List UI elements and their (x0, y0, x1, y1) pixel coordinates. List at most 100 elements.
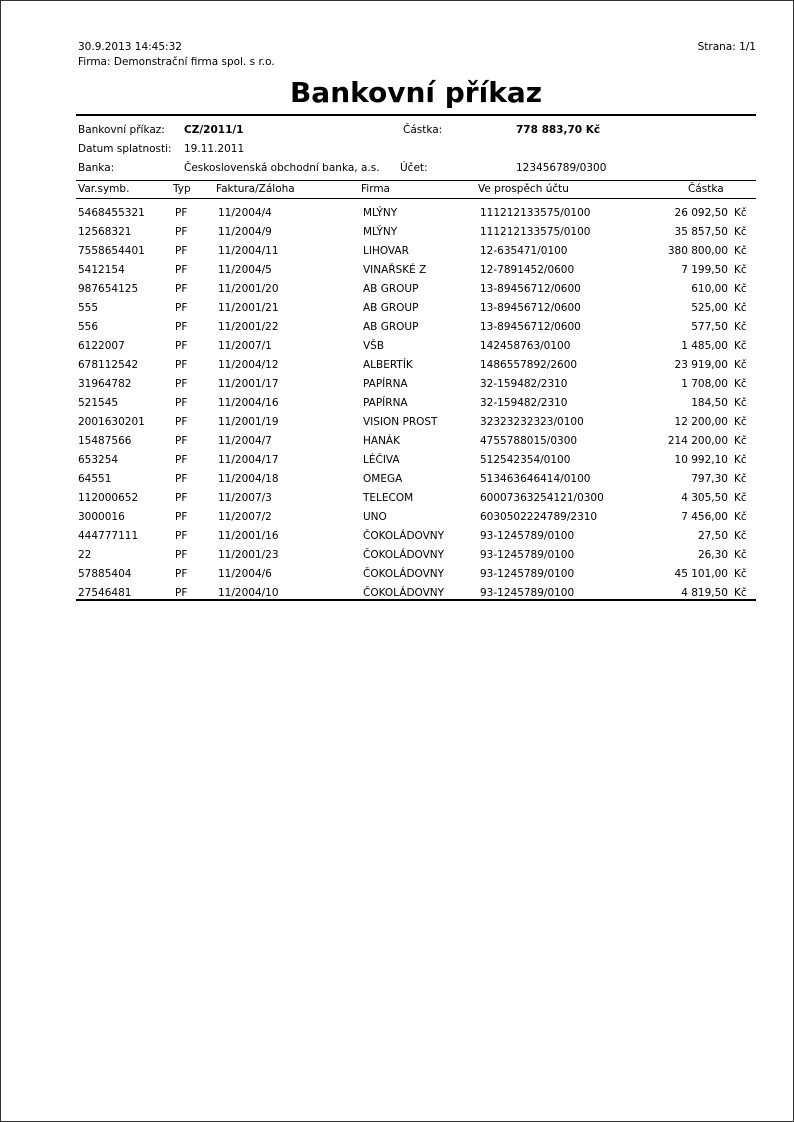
cell-invoice: 11/2004/18 (218, 472, 279, 485)
cell-var-symbol: 57885404 (78, 567, 132, 580)
cell-currency: Kč (734, 415, 747, 428)
cell-currency: Kč (734, 548, 747, 561)
cell-invoice: 11/2004/5 (218, 263, 272, 276)
due-label: Datum splatnosti: (78, 143, 172, 155)
cell-amount: 1 708,00 (681, 377, 728, 390)
page-number: Strana: 1/1 (697, 41, 756, 53)
cell-currency: Kč (734, 491, 747, 504)
cell-amount: 184,50 (691, 396, 728, 409)
cell-account: 12-7891452/0600 (480, 263, 575, 276)
cell-company: AB GROUP (363, 320, 419, 333)
cell-company: ČOKOLÁDOVNY (363, 586, 445, 599)
cell-type: PF (175, 548, 188, 561)
cell-currency: Kč (734, 358, 747, 371)
cell-account: 32323232323/0100 (480, 415, 584, 428)
page-title: Bankovní příkaz (289, 76, 543, 109)
col-header-ucet: Ve prospěch účtu (478, 183, 569, 195)
cell-amount: 577,50 (691, 320, 728, 333)
col-header-castka: Částka (688, 183, 724, 195)
cell-var-symbol: 555 (78, 301, 99, 314)
cell-amount: 7 456,00 (681, 510, 728, 523)
table-row: 12568321 PF 11/2004/9 MLÝNY 111212133575/010… (76, 222, 756, 241)
cell-account: 13-89456712/0600 (480, 320, 581, 333)
cell-company: LIHOVAR (363, 244, 409, 257)
table-bottom-divider (76, 599, 756, 601)
cell-var-symbol: 22 (78, 548, 92, 561)
cell-currency: Kč (734, 586, 747, 599)
cell-var-symbol: 556 (78, 320, 99, 333)
cell-amount: 12 200,00 (674, 415, 728, 428)
cell-account: 111212133575/0100 (480, 206, 591, 219)
cell-account: 12-635471/0100 (480, 244, 568, 257)
cell-var-symbol: 12568321 (78, 225, 132, 238)
cell-type: PF (175, 453, 188, 466)
table-row: 7558654401 PF 11/2004/11 LIHOVAR 12-635471/0… (76, 241, 756, 260)
payments-table: 5468455321 PF 11/2004/4 MLÝNY 111212133575/0… (76, 203, 756, 602)
title-divider (76, 114, 756, 116)
cell-var-symbol: 31964782 (78, 377, 132, 390)
cell-company: MLÝNY (363, 225, 398, 238)
cell-var-symbol: 64551 (78, 472, 112, 485)
table-row: 3000016 PF 11/2007/2 UNO 6030502224789/2310 7… (76, 507, 756, 526)
cell-var-symbol: 7558654401 (78, 244, 145, 257)
amount-value: 778 883,70 Kč (516, 124, 601, 136)
table-row: 15487566 PF 11/2004/7 HANÁK 4755788015/0300 2… (76, 431, 756, 450)
table-row: 112000652 PF 11/2007/3 TELECOM 6000736325412… (76, 488, 756, 507)
cell-invoice: 11/2001/21 (218, 301, 279, 314)
table-row: 2001630201 PF 11/2001/19 VISION PROST 323232… (76, 412, 756, 431)
report-timestamp: 30.9.2013 14:45:32 (78, 41, 182, 53)
cell-company: AB GROUP (363, 282, 419, 295)
table-row: 64551 PF 11/2004/18 OMEGA 513463646414/0100 7… (76, 469, 756, 488)
cell-invoice: 11/2007/1 (218, 339, 272, 352)
cell-invoice: 11/2004/12 (218, 358, 279, 371)
table-row: 444777111 PF 11/2001/16 ČOKOLÁDOVNY 93-12457… (76, 526, 756, 545)
cell-amount: 26,30 (697, 548, 728, 561)
cell-type: PF (175, 339, 188, 352)
cell-amount: 35 857,50 (674, 225, 728, 238)
cell-var-symbol: 444777111 (78, 529, 139, 542)
cell-var-symbol: 5468455321 (78, 206, 145, 219)
cell-var-symbol: 987654125 (78, 282, 139, 295)
account-value: 123456789/0300 (516, 162, 607, 174)
cell-account: 13-89456712/0600 (480, 301, 581, 314)
cell-invoice: 11/2001/17 (218, 377, 279, 390)
cell-currency: Kč (734, 225, 747, 238)
col-header-var: Var.symb. (78, 183, 130, 195)
table-row: 555 PF 11/2001/21 AB GROUP 13-89456712/0600 5… (76, 298, 756, 317)
order-value: CZ/2011/1 (184, 124, 244, 136)
cell-amount: 7 199,50 (681, 263, 728, 276)
table-row: 31964782 PF 11/2001/17 PAPÍRNA 32-159482/231… (76, 374, 756, 393)
cell-type: PF (175, 282, 188, 295)
cell-type: PF (175, 586, 188, 599)
cell-invoice: 11/2004/10 (218, 586, 279, 599)
header-top-divider (76, 180, 756, 181)
cell-type: PF (175, 491, 188, 504)
cell-invoice: 11/2001/16 (218, 529, 279, 542)
cell-company: ČOKOLÁDOVNY (363, 548, 445, 561)
table-row: 987654125 PF 11/2001/20 AB GROUP 13-89456712… (76, 279, 756, 298)
cell-company: PAPÍRNA (363, 377, 408, 390)
cell-var-symbol: 5412154 (78, 263, 125, 276)
cell-amount: 797,30 (691, 472, 728, 485)
table-row: 5412154 PF 11/2004/5 VINAŘSKÉ Z 12-7891452/0… (76, 260, 756, 279)
cell-account: 142458763/0100 (480, 339, 571, 352)
col-header-typ: Typ (173, 183, 191, 195)
cell-amount: 45 101,00 (674, 567, 728, 580)
cell-amount: 214 200,00 (667, 434, 728, 447)
amount-label: Částka: (403, 124, 443, 136)
cell-type: PF (175, 225, 188, 238)
cell-amount: 610,00 (691, 282, 728, 295)
cell-type: PF (175, 510, 188, 523)
cell-invoice: 11/2004/17 (218, 453, 279, 466)
cell-account: 60007363254121/0300 (480, 491, 604, 504)
cell-var-symbol: 112000652 (78, 491, 139, 504)
cell-account: 93-1245789/0100 (480, 529, 575, 542)
cell-type: PF (175, 244, 188, 257)
cell-var-symbol: 3000016 (78, 510, 125, 523)
cell-account: 111212133575/0100 (480, 225, 591, 238)
cell-invoice: 11/2001/19 (218, 415, 279, 428)
cell-company: VŠB (363, 339, 385, 352)
cell-type: PF (175, 320, 188, 333)
cell-invoice: 11/2001/22 (218, 320, 279, 333)
cell-account: 93-1245789/0100 (480, 586, 575, 599)
